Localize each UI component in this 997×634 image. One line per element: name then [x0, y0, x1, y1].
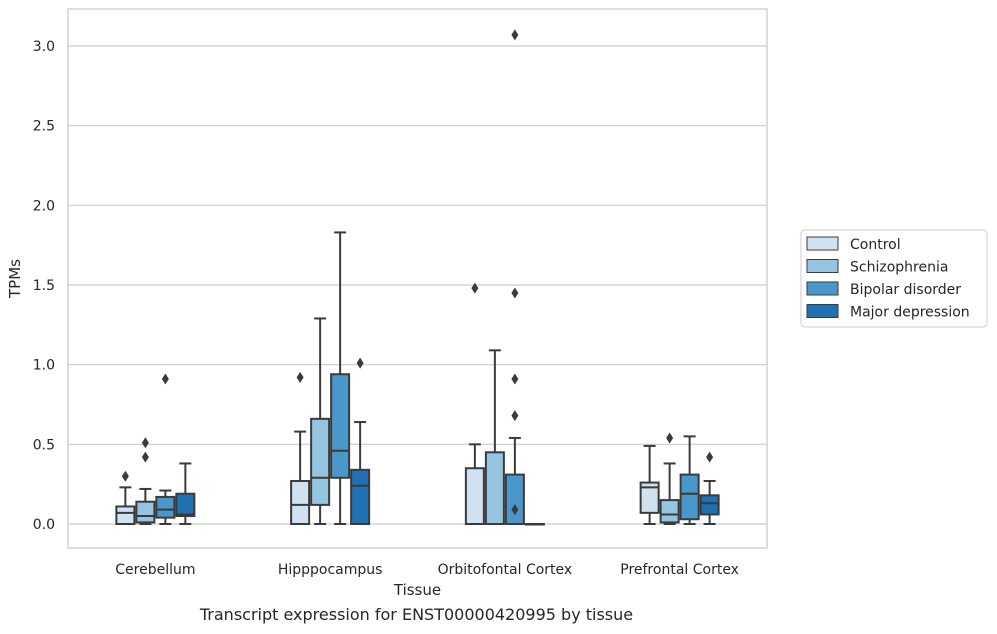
box-group [659, 432, 680, 525]
box-group [310, 317, 331, 525]
box-group [464, 282, 485, 526]
legend-swatch [806, 259, 839, 273]
box [679, 473, 700, 521]
x-tick-label: Orbitofontal Cortex [438, 562, 573, 578]
box-group [175, 462, 196, 525]
outlier-point [121, 470, 129, 482]
x-axis-ticks: Cerebellum Hipppocampus Orbitofontal Corte… [115, 562, 739, 578]
box [659, 499, 680, 524]
y-tick-label: 1.0 [33, 358, 55, 374]
box [155, 495, 176, 519]
y-tick-label: 2.5 [33, 119, 55, 135]
box [484, 451, 505, 525]
box-plot-layer [115, 29, 720, 526]
y-axis-ticks: 0.0 0.5 1.0 1.5 2.0 2.5 3.0 [33, 39, 55, 533]
legend-label: Schizophrenia [850, 260, 948, 276]
x-tick-label: Cerebellum [115, 562, 195, 578]
box [639, 481, 660, 514]
box-group [639, 444, 660, 525]
outlier-point [511, 287, 519, 299]
legend-swatch [806, 236, 839, 251]
outlier-point [511, 373, 519, 385]
box-group [135, 437, 156, 525]
outlier-point [666, 432, 674, 444]
outlier-point [511, 504, 519, 516]
box-group [524, 523, 545, 526]
x-axis-label: Tissue [393, 581, 441, 599]
plot-frame [67, 8, 768, 549]
box-group [484, 349, 505, 525]
box-group [504, 29, 525, 525]
y-tick-label: 3.0 [33, 39, 55, 55]
box-group [290, 371, 311, 526]
box [310, 417, 331, 506]
box-group [350, 357, 371, 525]
y-tick-label: 0.5 [33, 437, 55, 453]
box-group [679, 435, 700, 525]
outlier-point [706, 451, 714, 463]
box [464, 467, 485, 526]
box [350, 468, 371, 525]
chart-caption: Transcript expression for ENST0000042099… [199, 605, 634, 624]
legend-label: Bipolar disorder [850, 282, 961, 298]
box [330, 373, 351, 479]
legend: Control Schizophrenia Bipolar disorder Majo… [800, 229, 988, 328]
y-tick-label: 2.0 [33, 198, 55, 214]
y-tick-label: 0.0 [33, 517, 55, 533]
box-group [115, 470, 136, 525]
box [115, 505, 136, 525]
box [290, 479, 311, 526]
outlier-point [296, 371, 304, 383]
legend-swatch [806, 281, 839, 296]
legend-label: Control [850, 237, 901, 253]
grid-lines [68, 45, 767, 525]
outlier-point [471, 282, 479, 294]
box [699, 494, 720, 516]
outlier-point [511, 29, 519, 41]
legend-swatch [806, 304, 839, 318]
box-group [155, 373, 176, 525]
outlier-point [161, 373, 169, 385]
y-tick-label: 1.5 [33, 278, 55, 294]
x-tick-label: Prefrontal Cortex [620, 562, 739, 578]
y-axis-label: TPMs [6, 259, 24, 299]
legend-label: Major depression [850, 305, 970, 321]
legend-frame [800, 229, 988, 328]
outlier-point [356, 357, 364, 369]
box-group [330, 231, 351, 525]
outlier-point [141, 437, 149, 449]
outlier-point [141, 451, 149, 463]
x-tick-label: Hipppocampus [278, 562, 383, 578]
box-group [699, 451, 720, 525]
outlier-point [511, 410, 519, 422]
box [504, 473, 525, 525]
box [175, 492, 196, 518]
box [135, 500, 156, 524]
